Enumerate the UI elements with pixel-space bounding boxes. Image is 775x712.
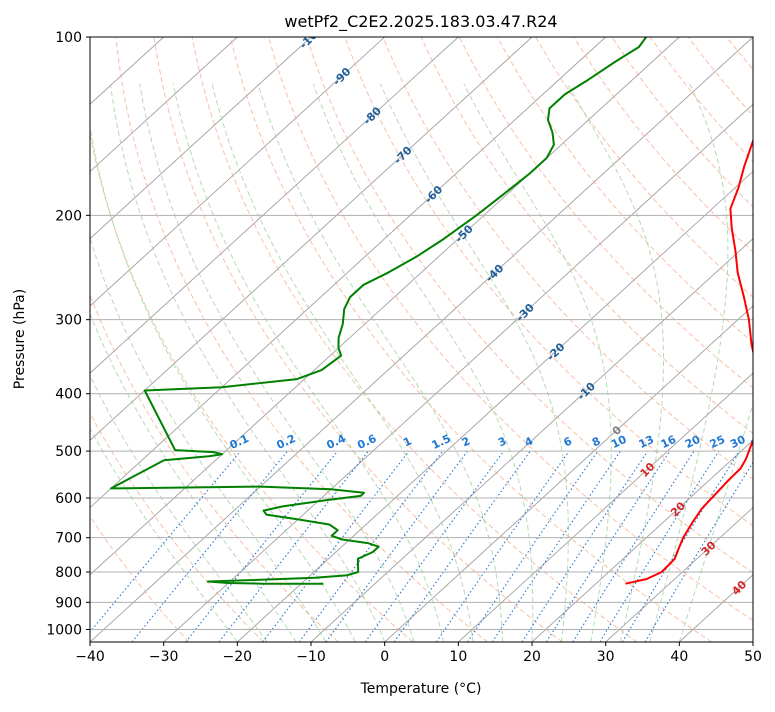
dry-adiabat-line [497, 37, 775, 642]
mixing-ratio-label: 0.4 [325, 432, 348, 452]
mixing-ratio-label: 0.2 [275, 432, 298, 452]
isotherm-line [0, 37, 385, 642]
chart-title: wetPf2_C2E2.2025.183.03.47.R24 [284, 12, 557, 32]
mixing-ratio-label: 0.1 [228, 432, 251, 452]
x-tick-label: 40 [670, 649, 688, 665]
mixing-ratio-line [132, 451, 288, 642]
mixing-ratio-line [299, 451, 443, 642]
mixing-ratio-line [219, 451, 368, 642]
mixing-ratio-label: 13 [637, 433, 656, 451]
x-tick-label: 50 [744, 649, 762, 665]
dry-adiabat-line [269, 37, 775, 642]
dry-adiabat-line [116, 37, 488, 642]
moist-adiabat-line [0, 84, 237, 642]
x-tick-label: 10 [449, 649, 467, 665]
y-axis-label: Pressure (hPa) [12, 289, 28, 389]
y-tick-label: 500 [55, 444, 82, 460]
isotherm-line [16, 37, 679, 642]
x-tick-label: 20 [523, 649, 541, 665]
y-tick-label: 400 [55, 387, 82, 403]
dry-adiabat-line [536, 37, 775, 642]
y-tick-label: 200 [55, 208, 82, 224]
isotherm-line [0, 37, 237, 642]
moist-adiabat-line [258, 84, 502, 642]
mixing-ratio-line [326, 451, 467, 642]
mixing-ratio-label: 1 [401, 434, 413, 449]
dry-adiabat-line [192, 37, 637, 642]
x-tick-label: −30 [149, 649, 179, 665]
mixing-ratio-line [263, 451, 409, 642]
x-tick-label: −20 [223, 649, 253, 665]
moist-adiabat-line [381, 84, 569, 642]
moist-adiabat-line [567, 84, 663, 642]
mixing-ratio-label: 16 [659, 433, 679, 451]
moist-adiabat-line [61, 84, 326, 642]
mixing-ratio-label: 8 [590, 434, 602, 449]
mixing-ratio-line [82, 451, 241, 642]
isotherm-line [164, 37, 775, 642]
y-tick-label: 700 [55, 531, 82, 547]
y-tick-label: 900 [55, 595, 82, 611]
x-tick-label: 30 [597, 649, 615, 665]
moist-adiabat-line [212, 84, 473, 642]
mixing-ratio-label: 36 [749, 433, 769, 451]
isotherm-line [0, 37, 311, 642]
y-tick-label: 300 [55, 313, 82, 329]
mixing-ratio-line [436, 451, 569, 642]
isotherm-line [0, 37, 532, 642]
mixing-ratio-label: 25 [708, 433, 727, 451]
dry-adiabat-line [765, 37, 775, 642]
moist-adiabat-line [313, 84, 533, 642]
moist-adiabat-line [140, 84, 415, 642]
moist-adiabat-line [679, 84, 775, 642]
isotherm-line [0, 37, 606, 642]
y-tick-label: 1000 [46, 622, 82, 638]
isotherm-line [90, 37, 753, 642]
moist-adiabat-line [650, 84, 728, 642]
dry-adiabat-line [574, 37, 775, 642]
mixing-ratio-line [622, 451, 739, 642]
mixing-ratio-label: 2 [460, 434, 472, 449]
mixing-ratio-label: 6 [561, 434, 574, 449]
x-tick-label: −10 [296, 649, 326, 665]
dry-adiabat-line [78, 37, 413, 642]
x-tick-label: 0 [380, 649, 389, 665]
y-tick-label: 100 [55, 30, 82, 46]
mixing-ratio-line [492, 451, 620, 642]
isotherm-line [753, 37, 775, 642]
mixing-ratio-line [365, 451, 503, 642]
x-axis-label: Temperature (°C) [360, 681, 482, 697]
y-tick-label: 600 [55, 491, 82, 507]
y-tick-label: 800 [55, 565, 82, 581]
isotherm-line [0, 37, 458, 642]
x-tick-label: −40 [75, 649, 105, 665]
